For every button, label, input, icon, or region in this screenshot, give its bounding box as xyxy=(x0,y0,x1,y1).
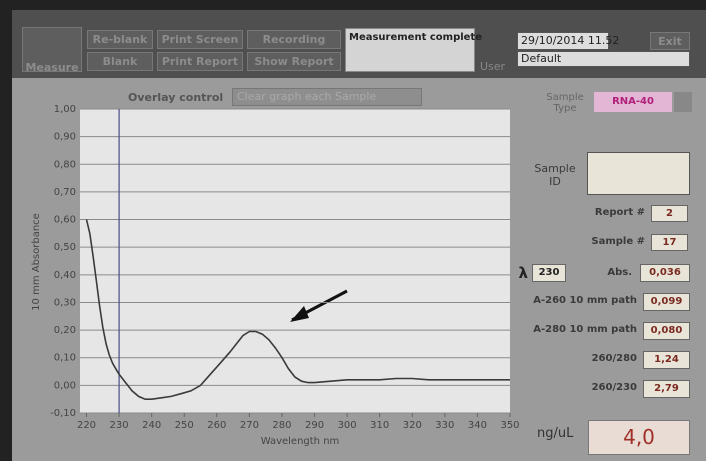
counter-value: 17 xyxy=(651,234,688,251)
abs-label: Abs. xyxy=(590,267,632,278)
overlay-label: Overlay control xyxy=(128,91,223,104)
counter-label: Sample # xyxy=(560,236,645,247)
concentration: 4,0 xyxy=(588,420,690,455)
status: Measurement complete xyxy=(345,28,475,72)
y-tick-label: 0,40 xyxy=(54,270,76,281)
result-value: 0,080 xyxy=(643,322,690,340)
sample-type[interactable]: RNA-40 xyxy=(594,92,672,112)
y-tick-label: 1,00 xyxy=(54,104,76,115)
print-screen-button[interactable]: Print Screen xyxy=(157,30,243,49)
overlay-select[interactable]: Clear graph each Sample xyxy=(232,88,422,106)
user: Default xyxy=(517,51,690,67)
sample-id-label: Sample ID xyxy=(530,162,580,188)
counter-label: Report # xyxy=(560,207,645,218)
x-tick-label: 310 xyxy=(370,420,389,431)
x-tick-label: 340 xyxy=(468,420,487,431)
x-tick-label: 230 xyxy=(110,420,129,431)
lambda-symbol: λ xyxy=(512,264,528,282)
measure-button[interactable]: Measure xyxy=(22,27,82,72)
y-tick-label: 0,20 xyxy=(54,325,76,336)
show-report-button[interactable]: Show Report xyxy=(247,52,341,71)
datetime: 29/10/2014 11.52 xyxy=(517,32,609,50)
y-tick-label: 0,50 xyxy=(54,242,76,253)
x-tick-label: 260 xyxy=(207,420,226,431)
sample-type-label: Sample Type xyxy=(540,92,590,114)
result-value: 2,79 xyxy=(643,380,690,398)
reblank-button[interactable]: Re-blank xyxy=(87,30,153,49)
result-label: A-260 10 mm path xyxy=(500,295,637,306)
user-label: User xyxy=(480,60,505,73)
y-tick-label: 0,10 xyxy=(54,353,76,364)
result-value: 0,099 xyxy=(643,293,690,311)
y-label: 10 mm Absorbance xyxy=(31,213,42,311)
x-label: Wavelength nm xyxy=(261,436,340,447)
sample-type-arrow[interactable] xyxy=(674,92,692,112)
x-tick-label: 250 xyxy=(175,420,194,431)
x-tick-label: 300 xyxy=(338,420,357,431)
result-label: A-280 10 mm path xyxy=(500,324,637,335)
result-value: 1,24 xyxy=(643,351,690,369)
unit: ng/uL xyxy=(537,426,573,441)
plot-area xyxy=(80,109,510,413)
x-tick-label: 270 xyxy=(240,420,259,431)
screen: 10 mm Absorbance Wavelength nm 1,00 0,90 0… xyxy=(0,0,706,461)
abs-value: 0,036 xyxy=(640,264,690,282)
result-label: 260/280 xyxy=(500,353,637,364)
y-tick-label: 0,30 xyxy=(54,297,76,308)
sample-id[interactable] xyxy=(587,152,690,195)
x-tick-label: 330 xyxy=(435,420,454,431)
x-tick-label: 350 xyxy=(500,420,519,431)
x-tick-label: 280 xyxy=(272,420,291,431)
counter-value: 2 xyxy=(651,205,688,222)
x-tick-label: 290 xyxy=(305,420,324,431)
lambda-input: 230 xyxy=(532,264,566,282)
y-tick-label: 0,90 xyxy=(54,132,76,143)
x-tick-label: 220 xyxy=(77,420,96,431)
result-label: 260/230 xyxy=(500,382,637,393)
blank-button[interactable]: Blank xyxy=(87,52,153,71)
x-tick-label: 320 xyxy=(403,420,422,431)
y-tick-label: 0,70 xyxy=(54,187,76,198)
recording-button[interactable]: Recording xyxy=(247,30,341,49)
y-tick-label: 0,80 xyxy=(54,159,76,170)
print-report-button[interactable]: Print Report xyxy=(157,52,243,71)
exit-button[interactable]: Exit xyxy=(650,32,690,50)
y-tick-label: 0,00 xyxy=(54,380,76,391)
y-tick-label: -0,10 xyxy=(50,408,76,419)
x-tick-label: 240 xyxy=(142,420,161,431)
y-tick-label: 0,60 xyxy=(54,215,76,226)
